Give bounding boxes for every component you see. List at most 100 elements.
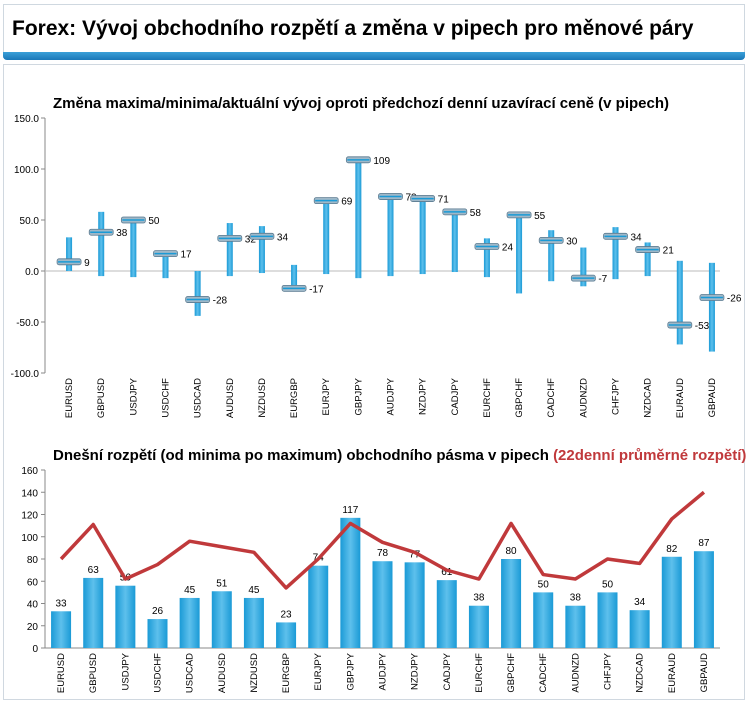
- value-label-audnzd: -7: [598, 274, 607, 285]
- bar-gbpchf: [501, 559, 522, 648]
- value-label-cadjpy: 58: [470, 208, 482, 219]
- y-tick-label: 20: [27, 622, 39, 633]
- value-label-audusd: 32: [245, 234, 257, 245]
- chart1-title: Změna maxima/minima/aktuální vývoj oprot…: [53, 95, 670, 112]
- bar-gbpaud: [693, 551, 714, 648]
- bar-label-eurchf: 38: [473, 593, 485, 604]
- x-tick-label-gbpchf: GBPCHF: [514, 378, 525, 418]
- value-label-cadchf: 30: [566, 236, 578, 247]
- avg-range-line: [59, 490, 706, 590]
- bar-gbpusd: [83, 577, 104, 648]
- range-bar-gbpjpy: [355, 157, 362, 279]
- value-label-eurusd: 9: [84, 258, 90, 269]
- y-tick-label: -50.0: [16, 318, 39, 329]
- bar-eurusd: [51, 611, 72, 648]
- x-tick-label-gbpusd: GBPUSD: [96, 378, 107, 418]
- y-tick-label: 40: [27, 600, 39, 611]
- range-bar-eurusd: [66, 237, 73, 271]
- y-tick-label: 140: [21, 488, 38, 499]
- y-tick-label: -100.0: [11, 369, 40, 380]
- range-bar-usdcad: [194, 271, 201, 316]
- range-bar-gbpaud: [708, 262, 715, 352]
- bar-audnzd: [565, 605, 586, 648]
- range-bar-cadchf: [548, 230, 555, 282]
- x-tick-label-gbpaud: GBPAUD: [707, 378, 718, 418]
- bar-label-usdcad: 45: [184, 585, 196, 596]
- x-tick-label-eurusd: EURUSD: [56, 653, 67, 693]
- bar-label-nzdjpy: 77: [409, 549, 421, 560]
- bar-label-audjpy: 78: [377, 548, 389, 559]
- spread-chart: 16014012010080604020033EURUSD63GBPUSD56U…: [21, 466, 720, 693]
- range-bar-audusd: [226, 223, 233, 277]
- x-tick-label-audnzd: AUDNZD: [570, 653, 581, 693]
- x-tick-label-eurgbp: EURGBP: [281, 653, 292, 693]
- header-box: Forex: Vývoj obchodního rozpětí a změna …: [3, 4, 745, 58]
- chart2-title-main: Dnešní rozpětí (od minima po maximum) ob…: [53, 447, 549, 464]
- x-tick-label-usdjpy: USDJPY: [128, 377, 139, 415]
- bar-label-nzdusd: 45: [248, 585, 260, 596]
- x-tick-label-nzdusd: NZDUSD: [249, 653, 260, 693]
- y-tick-label: 0: [32, 644, 38, 655]
- x-tick-label-cadchf: CADCHF: [546, 378, 557, 418]
- range-bar-audjpy: [387, 194, 394, 277]
- range-bar-euraud: [676, 260, 683, 345]
- value-label-usdjpy: 50: [148, 216, 160, 227]
- bar-gbpjpy: [340, 517, 361, 648]
- value-label-nzdusd: 34: [277, 232, 289, 243]
- bar-nzdcad: [629, 610, 650, 648]
- range-bar-nzdjpy: [419, 195, 426, 275]
- value-label-nzdjpy: 71: [438, 195, 450, 206]
- value-label-chfjpy: 34: [631, 232, 643, 243]
- bar-nzdusd: [243, 597, 264, 648]
- x-tick-label-eurjpy: EURJPY: [321, 377, 332, 415]
- x-tick-label-cadjpy: CADJPY: [442, 652, 453, 690]
- y-tick-label: 160: [21, 466, 38, 477]
- range-bar-audnzd: [580, 247, 587, 287]
- bar-label-gbpjpy: 117: [342, 505, 358, 516]
- y-tick-label: 150.0: [14, 114, 39, 125]
- x-tick-label-gbpusd: GBPUSD: [88, 653, 99, 693]
- x-tick-label-chfjpy: CHFJPY: [603, 652, 614, 690]
- value-label-gbpchf: 55: [534, 211, 546, 222]
- value-label-nzdcad: 21: [663, 246, 675, 257]
- bar-label-gbpaud: 87: [698, 538, 710, 549]
- value-label-usdcad: -28: [213, 296, 228, 307]
- x-tick-label-gbpjpy: GBPJPY: [345, 652, 356, 690]
- range-bar-usdchf: [162, 250, 169, 279]
- y-tick-label: 80: [27, 555, 39, 566]
- x-tick-label-cadchf: CADCHF: [538, 653, 549, 693]
- x-tick-label-usdjpy: USDJPY: [120, 652, 131, 690]
- x-tick-label-nzdcad: NZDCAD: [635, 653, 646, 693]
- x-tick-label-cadjpy: CADJPY: [450, 377, 461, 415]
- x-tick-label-gbpaud: GBPAUD: [699, 653, 710, 693]
- bar-audjpy: [372, 561, 393, 648]
- range-bar-nzdusd: [258, 226, 265, 274]
- bar-eurchf: [468, 605, 489, 648]
- x-tick-label-nzdcad: NZDCAD: [643, 378, 654, 418]
- bar-eurgbp: [276, 622, 297, 648]
- x-tick-label-chfjpy: CHFJPY: [611, 377, 622, 415]
- x-tick-label-eurjpy: EURJPY: [313, 652, 324, 690]
- bar-label-usdchf: 26: [152, 606, 164, 617]
- header-accent-bar: [3, 52, 745, 60]
- value-label-eurchf: 24: [502, 243, 514, 254]
- x-tick-label-eurchf: EURCHF: [482, 378, 493, 418]
- range-bar-cadjpy: [451, 209, 458, 273]
- range-bar-gbpusd: [98, 211, 105, 277]
- y-tick-label: 100: [21, 533, 38, 544]
- page-title: Forex: Vývoj obchodního rozpětí a změna …: [12, 17, 694, 40]
- x-tick-label-euraud: EURAUD: [675, 378, 686, 418]
- value-label-eurjpy: 69: [341, 197, 353, 208]
- value-label-eurgbp: -17: [309, 284, 324, 295]
- value-label-euraud: -53: [695, 321, 710, 332]
- x-tick-label-audjpy: AUDJPY: [378, 652, 389, 690]
- bar-usdchf: [147, 619, 168, 648]
- bar-euraud: [661, 556, 682, 648]
- x-tick-label-eurgbp: EURGBP: [289, 378, 300, 418]
- x-tick-label-eurchf: EURCHF: [474, 653, 485, 693]
- x-tick-label-gbpchf: GBPCHF: [506, 653, 517, 693]
- range-chart: 150.0 100.0 50.0 0.0 -50.0 -100.0 9 EURUSD 38 GBP…: [11, 114, 742, 418]
- bar-chfjpy: [597, 592, 618, 648]
- x-tick-label-usdcad: USDCAD: [185, 653, 196, 693]
- y-tick-label: 0.0: [25, 267, 39, 278]
